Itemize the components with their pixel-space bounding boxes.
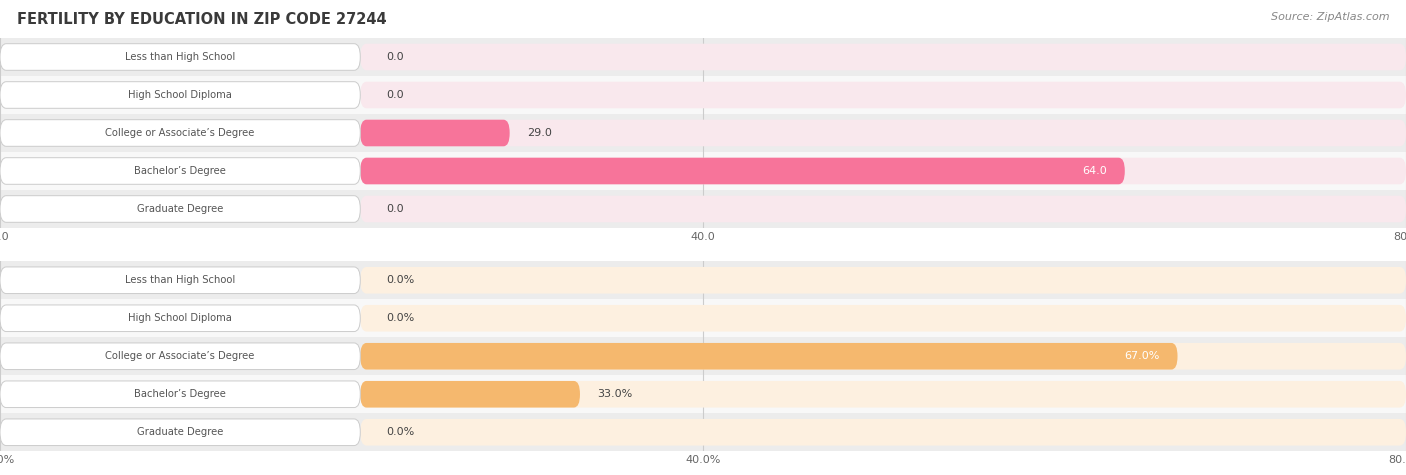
Text: College or Associate’s Degree: College or Associate’s Degree bbox=[105, 351, 254, 361]
Text: 33.0%: 33.0% bbox=[598, 389, 633, 399]
Text: Bachelor’s Degree: Bachelor’s Degree bbox=[134, 389, 226, 399]
Bar bbox=[0, 375, 1406, 413]
FancyBboxPatch shape bbox=[0, 343, 360, 370]
Text: 0.0: 0.0 bbox=[387, 90, 405, 100]
Text: College or Associate’s Degree: College or Associate’s Degree bbox=[105, 128, 254, 138]
Text: Graduate Degree: Graduate Degree bbox=[136, 204, 224, 214]
FancyBboxPatch shape bbox=[0, 82, 360, 108]
FancyBboxPatch shape bbox=[0, 381, 360, 408]
Text: 0.0%: 0.0% bbox=[387, 313, 415, 323]
FancyBboxPatch shape bbox=[0, 267, 360, 294]
Text: High School Diploma: High School Diploma bbox=[128, 313, 232, 323]
Text: 0.0: 0.0 bbox=[387, 204, 405, 214]
Text: 0.0: 0.0 bbox=[387, 52, 405, 62]
Bar bbox=[0, 413, 1406, 451]
Text: 0.0%: 0.0% bbox=[387, 275, 415, 285]
FancyBboxPatch shape bbox=[0, 120, 360, 146]
FancyBboxPatch shape bbox=[360, 120, 509, 146]
Bar bbox=[0, 190, 1406, 228]
FancyBboxPatch shape bbox=[0, 419, 360, 446]
Text: Less than High School: Less than High School bbox=[125, 52, 235, 62]
FancyBboxPatch shape bbox=[360, 158, 1406, 184]
FancyBboxPatch shape bbox=[360, 305, 1406, 332]
Bar bbox=[0, 299, 1406, 337]
FancyBboxPatch shape bbox=[0, 305, 360, 332]
FancyBboxPatch shape bbox=[0, 44, 360, 70]
Text: FERTILITY BY EDUCATION IN ZIP CODE 27244: FERTILITY BY EDUCATION IN ZIP CODE 27244 bbox=[17, 12, 387, 27]
FancyBboxPatch shape bbox=[360, 82, 1406, 108]
FancyBboxPatch shape bbox=[360, 158, 1125, 184]
FancyBboxPatch shape bbox=[360, 44, 1406, 70]
FancyBboxPatch shape bbox=[360, 419, 1406, 446]
Text: Bachelor’s Degree: Bachelor’s Degree bbox=[134, 166, 226, 176]
Text: 67.0%: 67.0% bbox=[1125, 351, 1160, 361]
FancyBboxPatch shape bbox=[0, 158, 360, 184]
Bar bbox=[0, 261, 1406, 299]
Text: Graduate Degree: Graduate Degree bbox=[136, 427, 224, 437]
Bar bbox=[0, 38, 1406, 76]
Text: High School Diploma: High School Diploma bbox=[128, 90, 232, 100]
Bar bbox=[0, 152, 1406, 190]
FancyBboxPatch shape bbox=[360, 196, 1406, 222]
Text: Source: ZipAtlas.com: Source: ZipAtlas.com bbox=[1271, 12, 1389, 22]
FancyBboxPatch shape bbox=[360, 381, 1406, 408]
FancyBboxPatch shape bbox=[360, 343, 1406, 370]
Bar bbox=[0, 114, 1406, 152]
Text: 0.0%: 0.0% bbox=[387, 427, 415, 437]
Text: 64.0: 64.0 bbox=[1083, 166, 1108, 176]
Text: Less than High School: Less than High School bbox=[125, 275, 235, 285]
Bar bbox=[0, 337, 1406, 375]
FancyBboxPatch shape bbox=[360, 343, 1177, 370]
Text: 29.0: 29.0 bbox=[527, 128, 553, 138]
Bar bbox=[0, 76, 1406, 114]
FancyBboxPatch shape bbox=[0, 196, 360, 222]
FancyBboxPatch shape bbox=[360, 267, 1406, 294]
FancyBboxPatch shape bbox=[360, 120, 1406, 146]
FancyBboxPatch shape bbox=[360, 381, 581, 408]
